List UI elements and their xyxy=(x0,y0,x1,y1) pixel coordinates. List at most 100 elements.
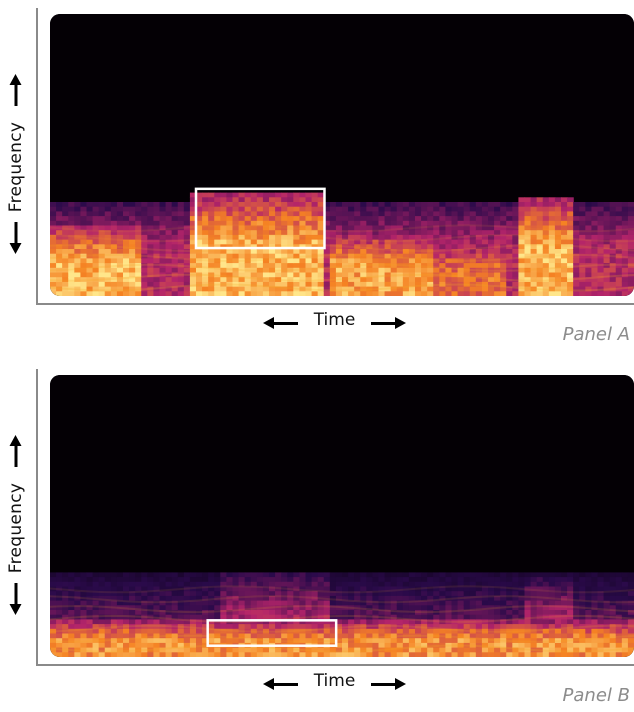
spectrogram-a-cell xyxy=(98,277,106,283)
spectrogram-b-cell xyxy=(536,638,544,644)
spectrogram-a-cell xyxy=(335,206,343,212)
spectrogram-a-cell xyxy=(262,197,270,203)
spectrogram-a-harmonic-line xyxy=(50,234,634,243)
spectrogram-b-cell xyxy=(451,595,459,602)
spectrogram-a-cell xyxy=(573,225,580,231)
spectrogram-a-cell xyxy=(554,202,562,208)
spectrogram-a-cell xyxy=(415,234,422,241)
spectrogram-b-cell xyxy=(433,633,440,639)
spectrogram-a-cell xyxy=(183,234,191,241)
spectrogram-a-cell xyxy=(469,211,477,217)
spectrogram-b-cell xyxy=(281,595,288,602)
spectrogram-a-cell xyxy=(92,206,100,212)
spectrogram-b-cell xyxy=(177,600,185,606)
spectrogram-a-cell xyxy=(202,277,209,283)
spectrogram-b-cell xyxy=(579,642,586,649)
spectrogram-a-cell xyxy=(518,206,526,212)
spectrogram-a-cell xyxy=(232,263,240,269)
spectrogram-b-cell xyxy=(372,614,380,620)
spectrogram-b-cell xyxy=(439,605,447,611)
spectrogram-b-cell xyxy=(433,647,440,653)
spectrogram-b-cell xyxy=(244,624,252,630)
spectrogram-a-cell xyxy=(548,286,556,292)
spectrogram-a-cell xyxy=(506,286,513,292)
spectrogram-b-cell xyxy=(494,633,501,639)
spectrogram-b-cell xyxy=(226,586,234,592)
spectrogram-a-cell xyxy=(579,286,586,292)
spectrogram-a-cell xyxy=(488,211,495,217)
spectrogram-b-cell xyxy=(536,614,544,620)
spectrogram-b-cell xyxy=(591,595,599,602)
spectrogram-a-cell xyxy=(335,253,343,259)
spectrogram-a-cell xyxy=(183,286,191,292)
spectrogram-a-cell xyxy=(311,192,319,198)
spectrogram-b-cell xyxy=(159,591,167,597)
spectrogram-b-cell xyxy=(597,619,605,625)
spectrogram-b-harmonic-line xyxy=(50,595,634,604)
spectrogram-a-cell xyxy=(451,244,459,250)
spectrogram-a-cell xyxy=(573,211,580,217)
spectrogram-a-cell xyxy=(597,263,605,269)
spectrogram-b-cell xyxy=(196,633,203,639)
spectrogram-a-cell xyxy=(329,267,337,274)
spectrogram-b-cell xyxy=(354,633,361,639)
spectrogram-a-cell xyxy=(433,249,440,255)
spectrogram-b-cell xyxy=(183,577,191,583)
spectrogram-a-cell xyxy=(360,206,367,212)
spectrogram-a-cell xyxy=(481,230,489,236)
spectrogram-a-cell xyxy=(396,206,404,212)
spectrogram-a-cell xyxy=(110,263,118,269)
spectrogram-b-cell xyxy=(530,581,538,588)
spectrogram-a-cell xyxy=(311,206,319,212)
spectrogram-a-cell xyxy=(475,230,483,236)
spectrogram-b-cell xyxy=(317,652,325,657)
spectrogram-a-cell xyxy=(384,225,392,231)
spectrogram-b-cell xyxy=(439,595,447,602)
spectrogram-a-cell xyxy=(317,206,325,212)
spectrogram-a-cell xyxy=(74,267,82,274)
spectrogram-a-cell xyxy=(481,225,489,231)
spectrogram-a-cell xyxy=(463,291,471,296)
spectrogram-a-cell xyxy=(518,211,526,217)
spectrogram-b-cell xyxy=(384,581,392,588)
spectrogram-b-cell xyxy=(603,577,611,583)
spectrogram-b-cell xyxy=(481,619,489,625)
spectrogram-b-cell xyxy=(597,628,605,635)
spectrogram-b-cell xyxy=(110,619,118,625)
spectrogram-b-cell xyxy=(427,591,434,597)
spectrogram-b-cell xyxy=(153,652,161,657)
spectrogram-a-cell xyxy=(415,267,422,274)
spectrogram-a-cell xyxy=(585,281,593,288)
spectrogram-b-cell xyxy=(390,572,398,578)
spectrogram-a-cell xyxy=(621,239,629,245)
spectrogram-a-cell xyxy=(299,225,307,231)
spectrogram-b-cell xyxy=(469,624,477,630)
spectrogram-a-cell xyxy=(469,263,477,269)
spectrogram-a-cell xyxy=(542,249,550,255)
spectrogram-a-cell xyxy=(104,281,112,288)
spectrogram-a-cell xyxy=(141,202,148,208)
spectrogram-a-cell xyxy=(524,216,532,222)
spectrogram-a-cell xyxy=(220,249,228,255)
spectrogram-b-cell xyxy=(244,647,252,653)
spectrogram-b-cell xyxy=(439,633,447,639)
spectrogram-a-cell xyxy=(457,267,465,274)
spectrogram-a-cell xyxy=(196,216,203,222)
spectrogram-a-cell xyxy=(536,206,544,212)
spectrogram-a-cell xyxy=(171,220,179,227)
spectrogram-a-cell xyxy=(421,291,428,296)
spectrogram-b-cell xyxy=(469,628,477,635)
spectrogram-b-cell xyxy=(536,591,544,597)
spectrogram-a-cell xyxy=(287,206,294,212)
spectrogram-b-cell xyxy=(293,600,301,606)
spectrogram-b-cell xyxy=(269,577,276,583)
spectrogram-b-cell xyxy=(427,652,434,657)
spectrogram-b-cell xyxy=(256,652,264,657)
spectrogram-a-cell xyxy=(281,220,288,227)
spectrogram-b-cell xyxy=(147,628,155,635)
spectrogram-a-cell xyxy=(439,206,447,212)
spectrogram-a-cell xyxy=(196,281,203,288)
spectrogram-a-cell xyxy=(366,258,374,264)
spectrogram-b-cell xyxy=(208,652,215,657)
spectrogram-a-cell xyxy=(147,277,155,283)
